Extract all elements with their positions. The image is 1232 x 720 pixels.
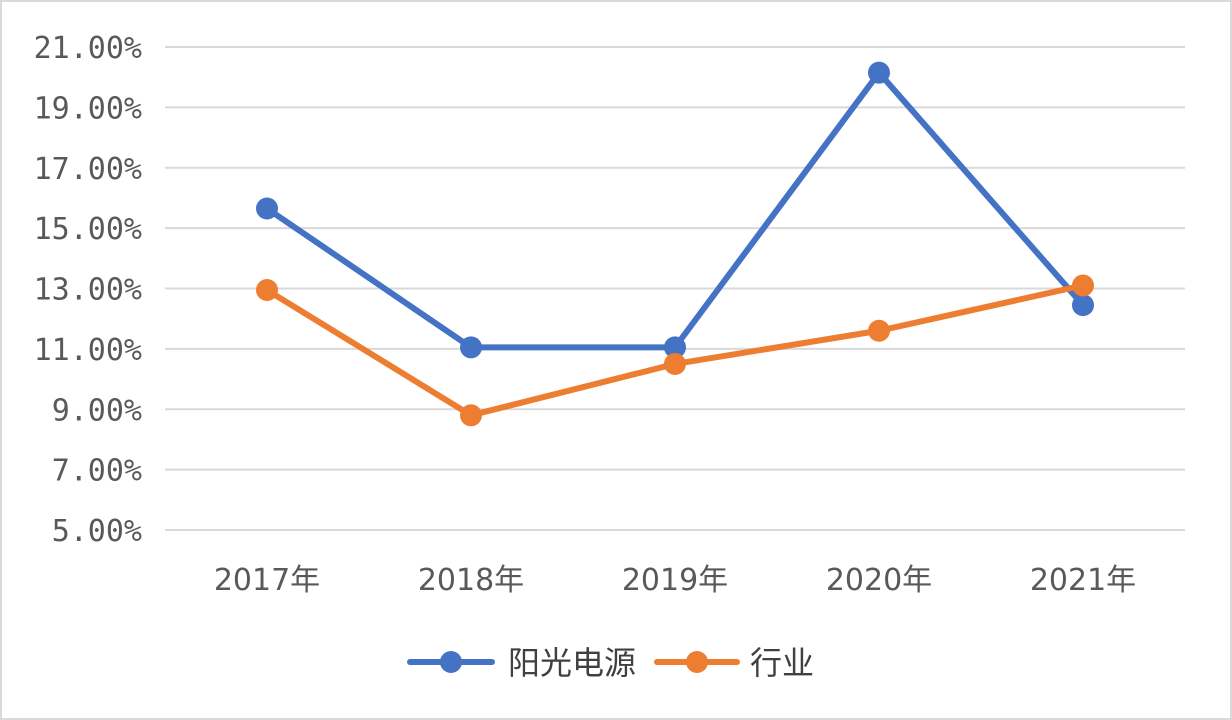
legend-entry[interactable]: 行业	[654, 644, 814, 682]
gridlines	[165, 46, 1185, 531]
data-point[interactable]	[460, 404, 482, 427]
data-point[interactable]	[460, 336, 482, 359]
x-axis-category-labels: 2017年 2018年 2019年 2020年 2021年	[214, 563, 1136, 598]
series-1	[256, 61, 1094, 359]
y-tick-label: 15.00%	[34, 212, 142, 247]
legend[interactable]: 阳光电源 行业	[407, 644, 814, 682]
data-point[interactable]	[868, 61, 890, 84]
y-tick-label: 5.00%	[52, 514, 142, 549]
data-point[interactable]	[664, 352, 686, 375]
data-point[interactable]	[1072, 274, 1094, 297]
series-2	[256, 274, 1094, 427]
x-category-label: 2019年	[622, 563, 728, 598]
legend-label: 行业	[750, 644, 814, 682]
y-axis-tick-labels: 5.00% 7.00% 9.00% 11.00% 13.00% 15.00% 17.00% 1…	[34, 31, 142, 549]
legend-marker	[440, 651, 462, 673]
y-tick-label: 7.00%	[52, 454, 142, 489]
data-point[interactable]	[664, 336, 686, 359]
y-tick-label: 21.00%	[34, 31, 142, 66]
data-point[interactable]	[1072, 294, 1094, 317]
data-point[interactable]	[256, 197, 278, 220]
x-category-label: 2017年	[214, 563, 320, 598]
data-point[interactable]	[868, 319, 890, 342]
x-category-label: 2021年	[1030, 563, 1136, 598]
y-tick-label: 19.00%	[34, 91, 142, 126]
x-category-label: 2018年	[418, 563, 524, 598]
y-tick-label: 17.00%	[34, 152, 142, 187]
series-lines	[256, 61, 1094, 427]
y-tick-label: 13.00%	[34, 273, 142, 308]
y-tick-label: 11.00%	[34, 333, 142, 368]
legend-label: 阳光电源	[508, 644, 636, 682]
y-tick-label: 9.00%	[52, 393, 142, 428]
x-category-label: 2020年	[826, 563, 932, 598]
legend-marker	[686, 651, 708, 673]
legend-entry[interactable]: 阳光电源	[407, 644, 636, 682]
data-point[interactable]	[256, 279, 278, 302]
series-line	[264, 69, 1086, 351]
